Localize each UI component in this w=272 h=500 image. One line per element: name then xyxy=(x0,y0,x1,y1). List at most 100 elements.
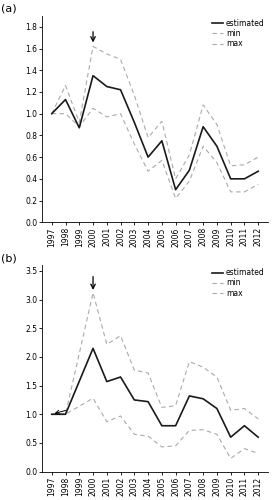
max xyxy=(78,120,81,126)
min xyxy=(229,189,232,195)
min xyxy=(91,105,95,111)
min xyxy=(174,196,177,202)
max xyxy=(215,122,218,128)
max xyxy=(188,152,191,158)
max xyxy=(146,370,150,376)
min xyxy=(146,168,150,174)
min xyxy=(188,178,191,184)
min xyxy=(50,110,53,116)
min xyxy=(119,413,122,419)
Line: min: min xyxy=(52,398,258,458)
min xyxy=(202,426,205,432)
estimated xyxy=(160,138,163,144)
estimated xyxy=(119,87,122,93)
max xyxy=(160,118,163,124)
estimated xyxy=(243,176,246,182)
min xyxy=(256,182,260,188)
min xyxy=(146,433,150,439)
estimated xyxy=(174,422,177,428)
estimated xyxy=(146,398,150,404)
estimated xyxy=(229,434,232,440)
estimated xyxy=(202,124,205,130)
min xyxy=(188,428,191,434)
min xyxy=(64,412,67,418)
estimated xyxy=(50,412,53,418)
estimated xyxy=(105,84,109,89)
max xyxy=(202,364,205,370)
min xyxy=(160,158,163,164)
max xyxy=(256,416,260,422)
max xyxy=(215,374,218,380)
max xyxy=(64,82,67,88)
min xyxy=(202,144,205,150)
estimated xyxy=(202,396,205,402)
min xyxy=(78,124,81,130)
estimated xyxy=(188,167,191,173)
max xyxy=(133,367,136,373)
estimated xyxy=(78,125,81,131)
max xyxy=(119,56,122,62)
estimated xyxy=(133,397,136,403)
max xyxy=(133,92,136,98)
max xyxy=(50,412,53,418)
estimated xyxy=(64,412,67,418)
min xyxy=(133,432,136,438)
min xyxy=(229,456,232,462)
max xyxy=(229,163,232,169)
min xyxy=(64,110,67,116)
max xyxy=(174,176,177,182)
max xyxy=(243,162,246,168)
Legend: estimated, min, max: estimated, min, max xyxy=(211,268,265,298)
Line: estimated: estimated xyxy=(52,76,258,190)
min xyxy=(256,450,260,456)
max xyxy=(105,342,109,347)
estimated xyxy=(50,110,53,116)
Line: estimated: estimated xyxy=(52,348,258,437)
estimated xyxy=(160,422,163,428)
estimated xyxy=(133,120,136,126)
max xyxy=(202,102,205,108)
max xyxy=(119,332,122,338)
max xyxy=(146,134,150,140)
min xyxy=(243,189,246,195)
min xyxy=(160,444,163,450)
min xyxy=(105,114,109,120)
max xyxy=(188,358,191,364)
estimated xyxy=(105,378,109,384)
estimated xyxy=(146,154,150,160)
estimated xyxy=(119,374,122,380)
min xyxy=(91,395,95,401)
min xyxy=(119,110,122,116)
estimated xyxy=(243,422,246,428)
estimated xyxy=(215,144,218,150)
estimated xyxy=(188,393,191,399)
min xyxy=(174,443,177,449)
Legend: estimated, min, max: estimated, min, max xyxy=(211,18,265,49)
max xyxy=(160,404,163,410)
Line: max: max xyxy=(52,46,258,179)
min xyxy=(105,418,109,424)
max xyxy=(91,290,95,296)
max xyxy=(50,110,53,116)
min xyxy=(215,160,218,166)
min xyxy=(243,446,246,452)
estimated xyxy=(229,176,232,182)
Line: max: max xyxy=(52,292,258,419)
max xyxy=(256,154,260,160)
min xyxy=(50,412,53,418)
estimated xyxy=(91,72,95,78)
estimated xyxy=(256,168,260,174)
max xyxy=(64,412,67,418)
estimated xyxy=(174,186,177,192)
min xyxy=(215,432,218,438)
max xyxy=(105,51,109,57)
Text: (a): (a) xyxy=(1,4,17,14)
max xyxy=(229,408,232,414)
max xyxy=(91,44,95,50)
Line: min: min xyxy=(52,108,258,198)
min xyxy=(133,141,136,147)
Text: (b): (b) xyxy=(1,253,17,263)
max xyxy=(174,402,177,408)
estimated xyxy=(91,346,95,352)
max xyxy=(243,406,246,411)
